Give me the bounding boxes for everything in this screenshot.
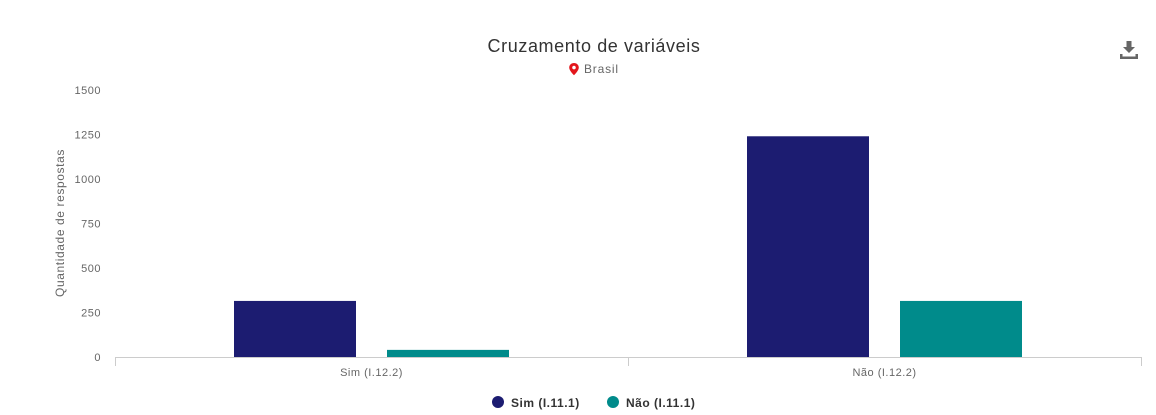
legend-label: Sim (I.11.1) [511,396,580,410]
location-pin-icon [569,63,579,76]
legend-marker [607,396,619,408]
y-tick-label: 750 [81,219,101,231]
bar-nao-0[interactable] [387,349,509,357]
y-tick-label: 250 [81,308,101,320]
subtitle-text: Brasil [584,62,619,76]
x-tick-label: Sim (I.12.2) [340,367,403,379]
chart-title: Cruzamento de variáveis [488,36,701,56]
legend-item-nao[interactable]: Não (I.11.1) [607,396,695,410]
y-axis-title: Quantidade de respostas [53,149,67,297]
legend-label: Não (I.11.1) [626,396,695,410]
download-icon [1120,41,1138,59]
y-tick-label: 1000 [75,174,101,186]
x-tick-label: Não (I.12.2) [852,367,916,379]
bar-nao-1[interactable] [900,300,1022,357]
legend: Sim (I.11.1) Não (I.11.1) [492,396,695,410]
y-tick-label: 0 [94,352,101,364]
y-tick-label: 1500 [75,85,101,97]
bar-sim-0[interactable] [234,300,356,357]
plot-area [234,136,1022,357]
legend-marker [492,396,504,408]
y-tick-label: 500 [81,263,101,275]
download-button[interactable] [1118,39,1140,61]
chart-subtitle: Brasil [569,62,619,76]
x-axis: Sim (I.12.2) Não (I.12.2) [115,357,1142,379]
y-tick-label: 1250 [75,130,101,142]
y-axis-ticks: 0 250 500 750 1000 1250 1500 [75,85,101,364]
bar-sim-1[interactable] [747,136,869,357]
legend-item-sim[interactable]: Sim (I.11.1) [492,396,580,410]
